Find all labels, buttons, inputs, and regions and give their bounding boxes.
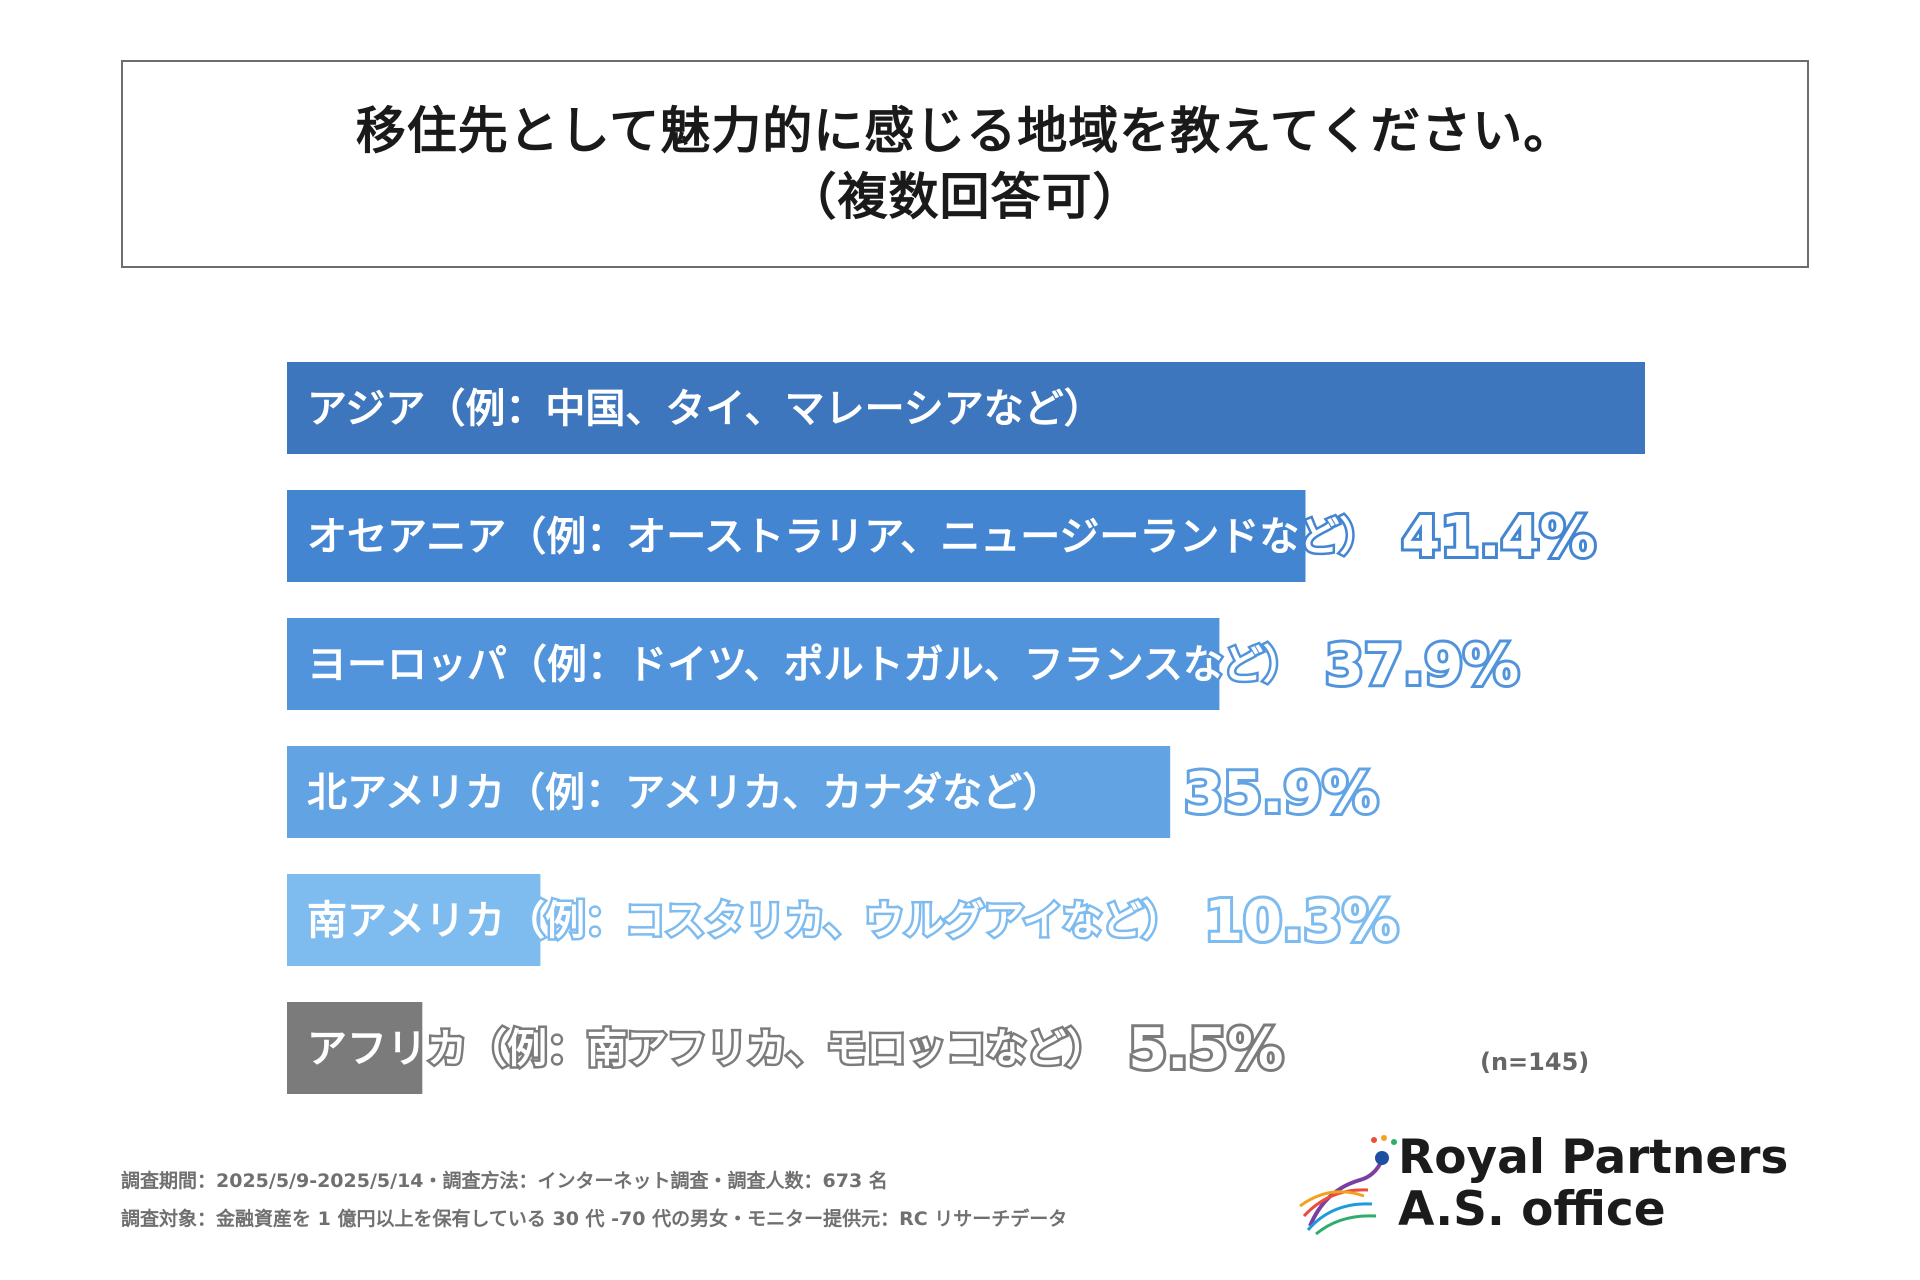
category-label-6: アフリカ（例：南アフリカ、モロッコなど） xyxy=(307,1026,1106,1072)
category-label-5: 南アメリカ（例：コスタリカ、ウルグアイなど） xyxy=(307,898,1182,944)
sample-size: (n=145) xyxy=(1480,1048,1590,1076)
bar-5 xyxy=(287,874,541,966)
chart-title: 移住先として魅力的に感じる地域を教えてください。 xyxy=(355,102,1575,160)
chart-title-box: 移住先として魅力的に感じる地域を教えてください。 （複数回答可） xyxy=(121,60,1809,268)
chart-subtitle: （複数回答可） xyxy=(786,168,1144,226)
bar-chart: アジア（例：中国、タイ、マレーシアなど） 55.2% オセアニア（例：オーストラリア… xyxy=(287,362,1853,1094)
category-label-2: オセアニア（例：オーストラリア、ニュージーランドなど） xyxy=(307,514,1379,560)
bar-2 xyxy=(287,490,1306,582)
value-label-5: 10.3% xyxy=(1204,889,1398,954)
logo-line-1: Royal Partners xyxy=(1398,1130,1789,1185)
survey-footnote-2: 調査対象：金融資産を 1 億円以上を保有している 30 代 -70 代の男女・モ… xyxy=(121,1208,1068,1230)
value-label-6: 5.5% xyxy=(1128,1017,1283,1082)
value-label-3: 37.9% xyxy=(1325,633,1519,698)
value-label-1: 55.2% xyxy=(1659,377,1853,442)
survey-footnote-1: 調査期間：2025/5/9-2025/5/14・調査方法：インターネット調査・調… xyxy=(121,1170,888,1192)
bar-3 xyxy=(287,618,1220,710)
category-label-1: アジア（例：中国、タイ、マレーシアなど） xyxy=(307,386,1104,432)
peacock-logo-icon xyxy=(1299,1135,1397,1236)
category-label-3: ヨーロッパ（例：ドイツ、ポルトガル、フランスなど） xyxy=(307,642,1303,688)
logo-line-2: A.S. office xyxy=(1398,1182,1666,1237)
bar-1 xyxy=(287,362,1645,454)
company-logo: Royal Partners A.S. office xyxy=(1290,1130,1810,1240)
value-label-2: 41.4% xyxy=(1401,505,1595,570)
value-label-4: 35.9% xyxy=(1184,761,1378,826)
category-label-4: 北アメリカ（例：アメリカ、カナダなど） xyxy=(307,770,1062,816)
bar-4 xyxy=(287,746,1171,838)
bar-6 xyxy=(287,1002,423,1094)
